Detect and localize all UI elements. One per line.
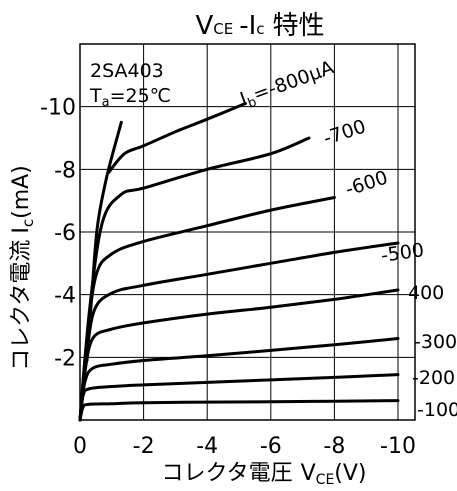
- curve-line: [78, 241, 400, 422]
- ta-sub: a: [102, 95, 110, 110]
- device-name: 2SA403: [90, 60, 164, 82]
- curve-value-label: 400: [408, 282, 444, 304]
- title-rest: 特性: [273, 11, 325, 41]
- curve-value-label: -100: [417, 399, 457, 421]
- y-tick-label: -6: [54, 221, 76, 246]
- curve-line: [78, 337, 400, 422]
- title-ce: CE: [213, 20, 233, 38]
- xlabel-sub: CE: [316, 472, 335, 488]
- curve-value-label: -700: [321, 116, 369, 150]
- x-tick-label: -10: [380, 434, 416, 459]
- grid-lines: [80, 44, 415, 420]
- curve-line: [107, 102, 247, 174]
- ib-rest: =-800μA: [250, 57, 337, 106]
- x-tick-label: -6: [260, 434, 282, 459]
- curve-line: [78, 399, 400, 422]
- ylabel-sub: c: [19, 219, 37, 227]
- ylabel-prefix: コレクタ電流: [9, 240, 34, 371]
- title-dash: -: [239, 11, 248, 41]
- curve-value-label: -500: [380, 239, 426, 267]
- axis-ticks: 0 -2 -4 -6 -8 -10 -2 -4 -6 -8 -10: [40, 96, 416, 459]
- ylabel-i: I: [9, 227, 34, 234]
- xlabel-prefix: コレクタ電圧: [161, 461, 292, 486]
- x-tick-label: 0: [73, 434, 87, 459]
- ib-label: Ib=-800μA: [237, 57, 338, 114]
- ta-val: =25℃: [110, 85, 171, 107]
- curve-line: [78, 373, 400, 422]
- title-v: V: [195, 11, 213, 41]
- curve-value-label: -300: [414, 331, 457, 353]
- x-tick-label: -2: [133, 434, 155, 459]
- xlabel-unit: (V): [334, 461, 366, 486]
- y-axis-label: コレクタ電流 Ic(mA): [9, 165, 37, 371]
- curve-value-label: -200: [412, 367, 455, 389]
- x-tick-label: -4: [196, 434, 218, 459]
- title-c: c: [256, 20, 264, 38]
- x-tick-label: -8: [323, 434, 345, 459]
- title-i: I: [249, 11, 257, 41]
- curve-line: [78, 136, 311, 422]
- y-tick-label: -2: [54, 346, 76, 371]
- xlabel-v: V: [301, 461, 316, 486]
- curves: [78, 102, 400, 422]
- ta-t: T: [89, 85, 102, 107]
- y-tick-label: -8: [54, 158, 76, 183]
- ylabel-unit: (mA): [9, 165, 34, 219]
- y-tick-label: -4: [54, 284, 76, 309]
- y-tick-label: -10: [40, 96, 76, 121]
- curve-value-label: -600: [343, 167, 391, 201]
- chart-title: VCE -Ic 特性: [195, 11, 324, 41]
- ambient-temp: Ta=25℃: [89, 85, 171, 110]
- x-axis-label: コレクタ電圧 VCE(V): [161, 461, 366, 488]
- saturation-line: [85, 120, 123, 362]
